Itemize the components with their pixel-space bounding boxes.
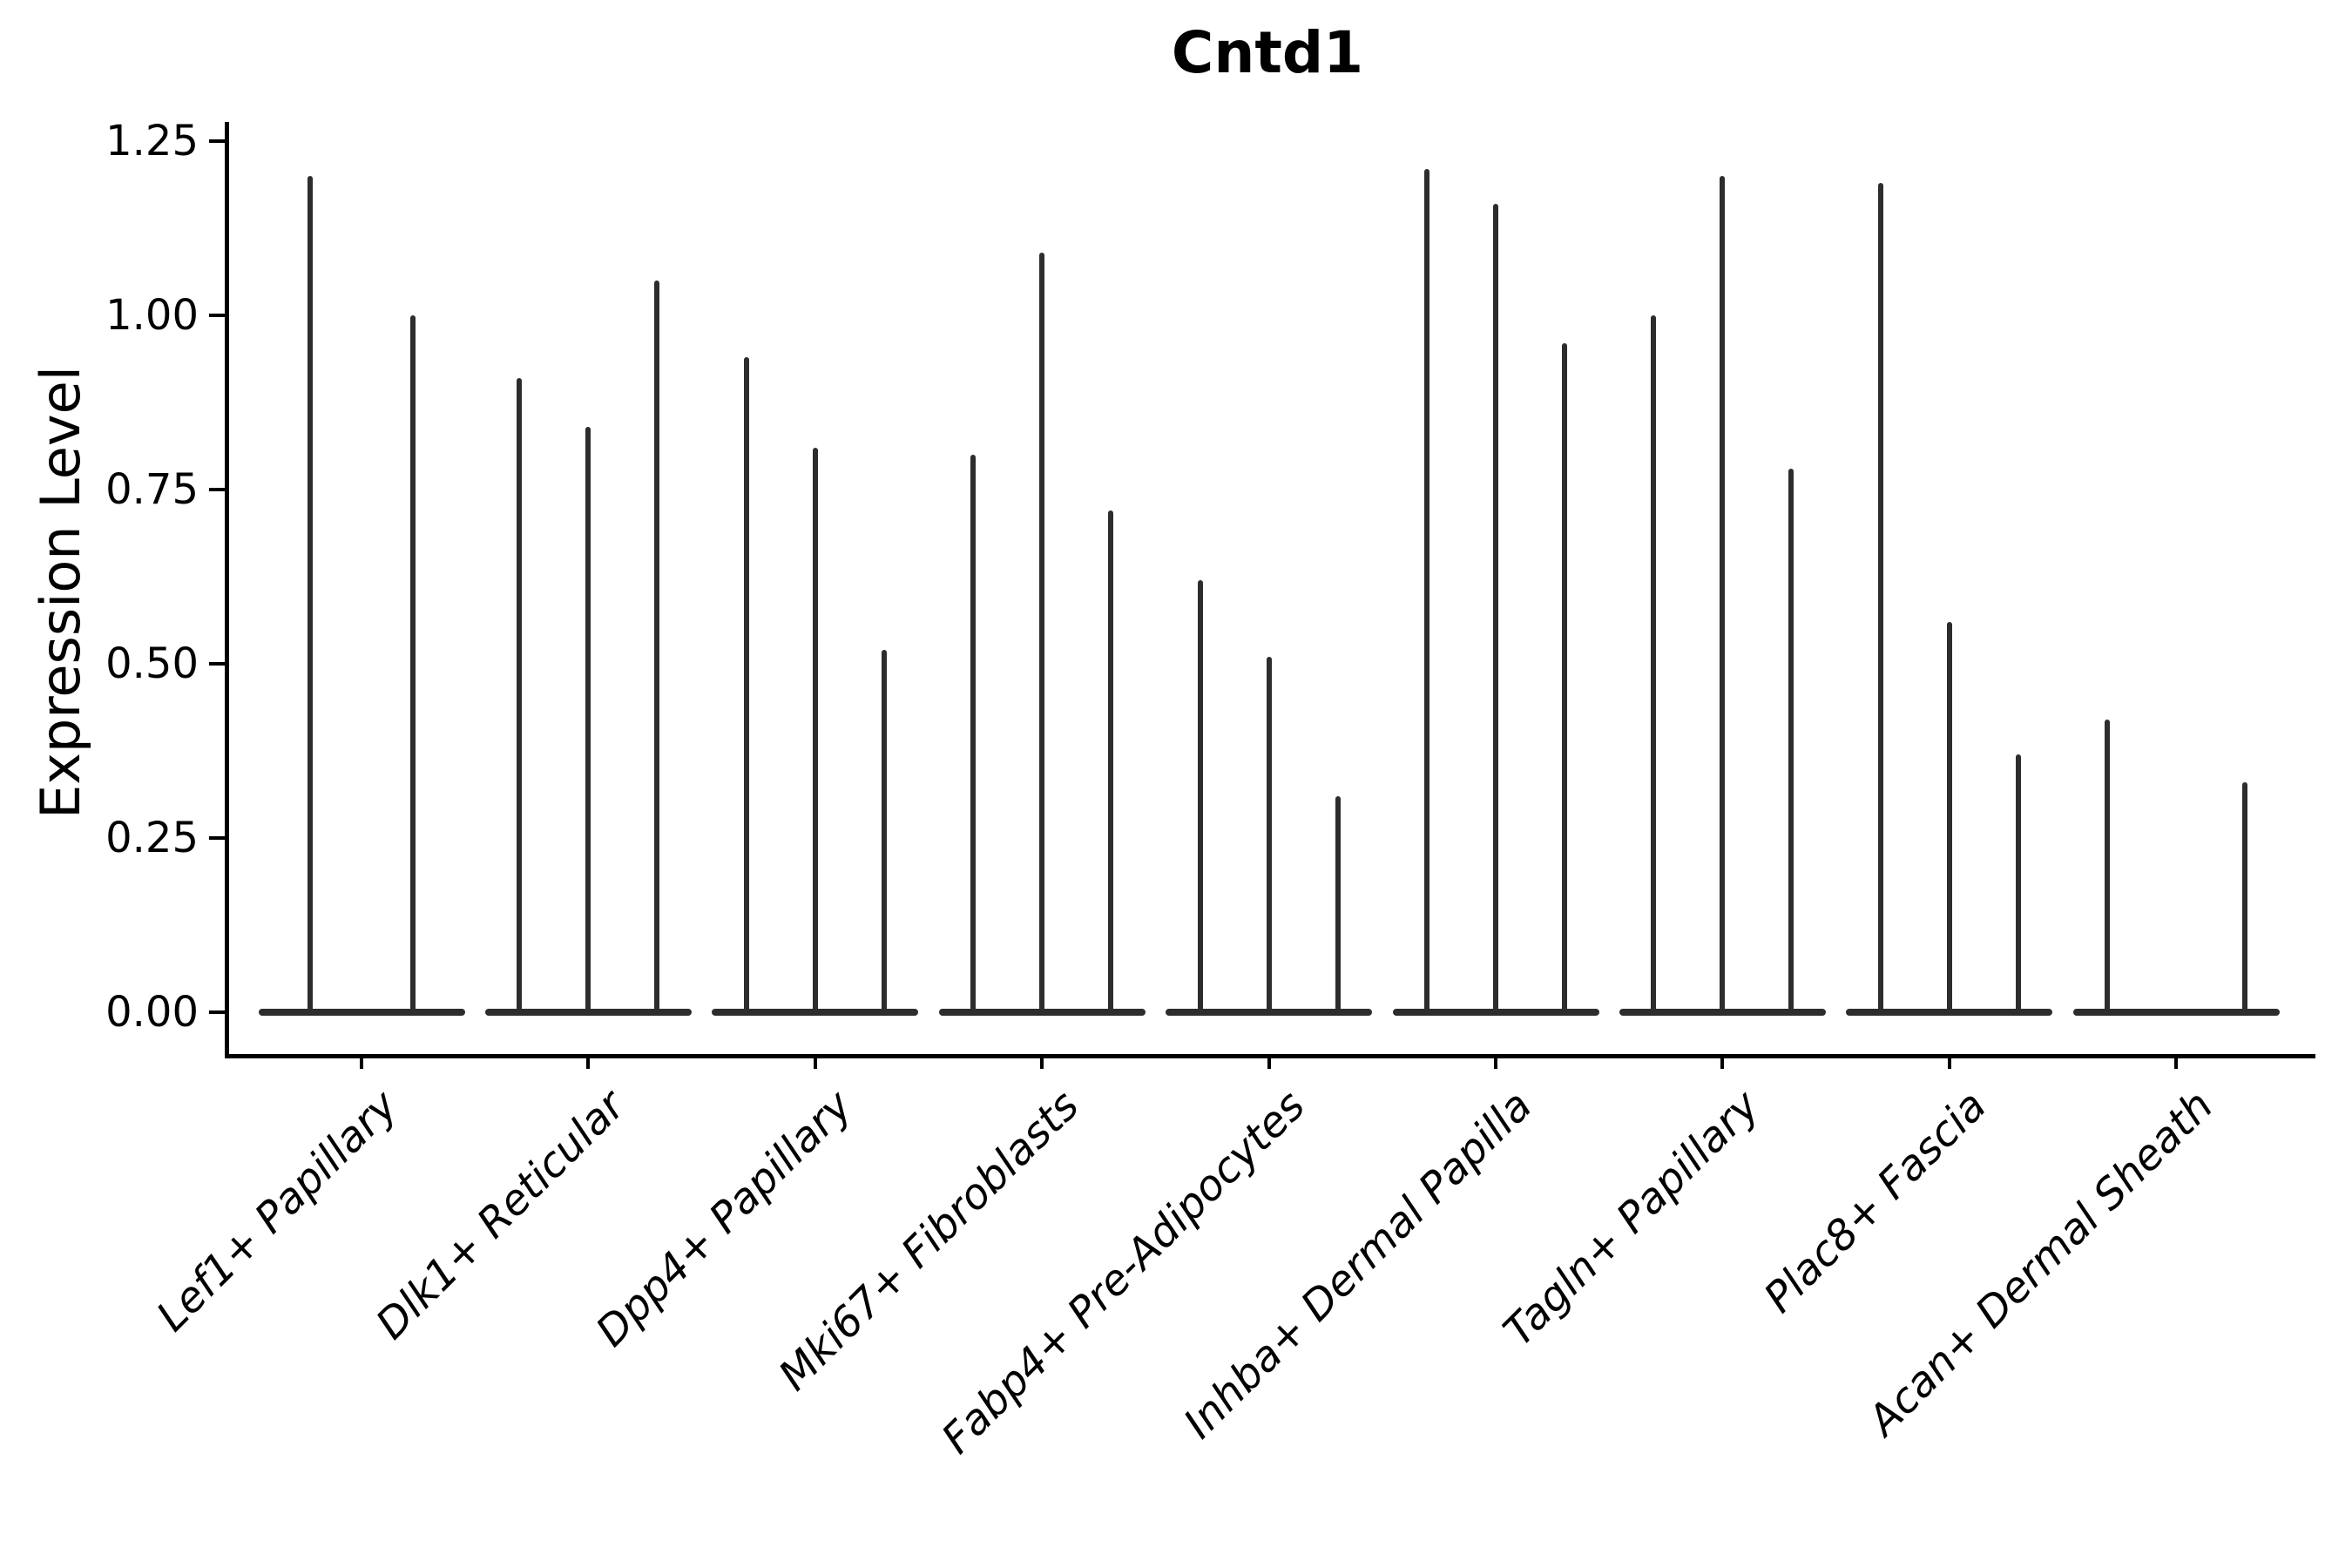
violin-spike (1039, 253, 1045, 1012)
x-tick (1494, 1054, 1497, 1069)
x-tick (1720, 1054, 1725, 1069)
x-tick (1040, 1054, 1044, 1069)
violin-spike (585, 427, 591, 1012)
violin-spike (1788, 469, 1794, 1012)
violin-base (484, 1009, 692, 1016)
y-tick-label: 1.00 (105, 291, 199, 340)
x-tick (586, 1054, 591, 1069)
violin-spike (1877, 183, 1883, 1012)
violin-base (1846, 1009, 2053, 1016)
y-tick-label: 0.75 (105, 465, 199, 514)
x-tick-label: Lef1+ Papillary (147, 1081, 408, 1342)
x-tick-label: Dpp4+ Papillary (585, 1081, 862, 1356)
violin-spike (881, 650, 887, 1012)
y-tick (209, 1010, 226, 1014)
violin-base (1619, 1009, 1826, 1016)
x-tick-label: Plac8+ Fascia (1754, 1081, 1996, 1322)
violin-spike (1946, 622, 1952, 1012)
y-axis-label: Expression Level (29, 366, 92, 819)
x-tick-label: Fabp4+ Pre-Adipocytes (932, 1081, 1315, 1463)
y-tick-label: 0.00 (105, 988, 199, 1037)
violin-base (2072, 1009, 2280, 1016)
x-tick-label: Tagln+ Papillary (1493, 1081, 1769, 1356)
y-axis-line (225, 122, 229, 1057)
violin-spike (2105, 720, 2111, 1012)
violin-spike (1651, 315, 1657, 1012)
y-tick (209, 139, 226, 143)
violin-base (712, 1009, 919, 1016)
y-tick (209, 314, 226, 317)
y-tick-label: 0.25 (105, 814, 199, 862)
x-tick (1947, 1054, 1951, 1069)
x-tick (813, 1054, 817, 1069)
violin-spike (410, 315, 416, 1012)
y-tick (209, 836, 226, 840)
violin-base (1166, 1009, 1373, 1016)
violin-spike (1335, 796, 1341, 1012)
violin-base (938, 1009, 1146, 1016)
violin-spike (1424, 169, 1429, 1012)
violin-base (1392, 1009, 1599, 1016)
violin-spike (1720, 176, 1726, 1012)
y-tick-label: 0.50 (105, 639, 199, 688)
violin-spike (970, 455, 977, 1012)
violin-spike (1108, 510, 1114, 1012)
violin-spike (307, 176, 313, 1012)
violin-base (258, 1009, 465, 1016)
violin-spike (743, 357, 749, 1012)
x-tick-label: Dlk1+ Reticular (366, 1081, 635, 1349)
y-tick (209, 662, 226, 666)
violin-spike (654, 280, 660, 1012)
x-tick (1267, 1054, 1271, 1069)
violin-spike (1197, 580, 1203, 1012)
violin-spike (1493, 204, 1498, 1012)
violin-spike (517, 378, 523, 1012)
chart-title: Cntd1 (1171, 19, 1364, 86)
violin-spike (1562, 343, 1567, 1012)
violin-spike (2015, 754, 2021, 1012)
violin-spike (812, 448, 818, 1012)
y-tick-label: 1.25 (105, 117, 199, 166)
x-tick (360, 1054, 363, 1069)
x-tick (2174, 1054, 2179, 1069)
violin-spike (1266, 657, 1272, 1012)
violin-spike (2242, 782, 2248, 1012)
y-tick (209, 488, 226, 491)
